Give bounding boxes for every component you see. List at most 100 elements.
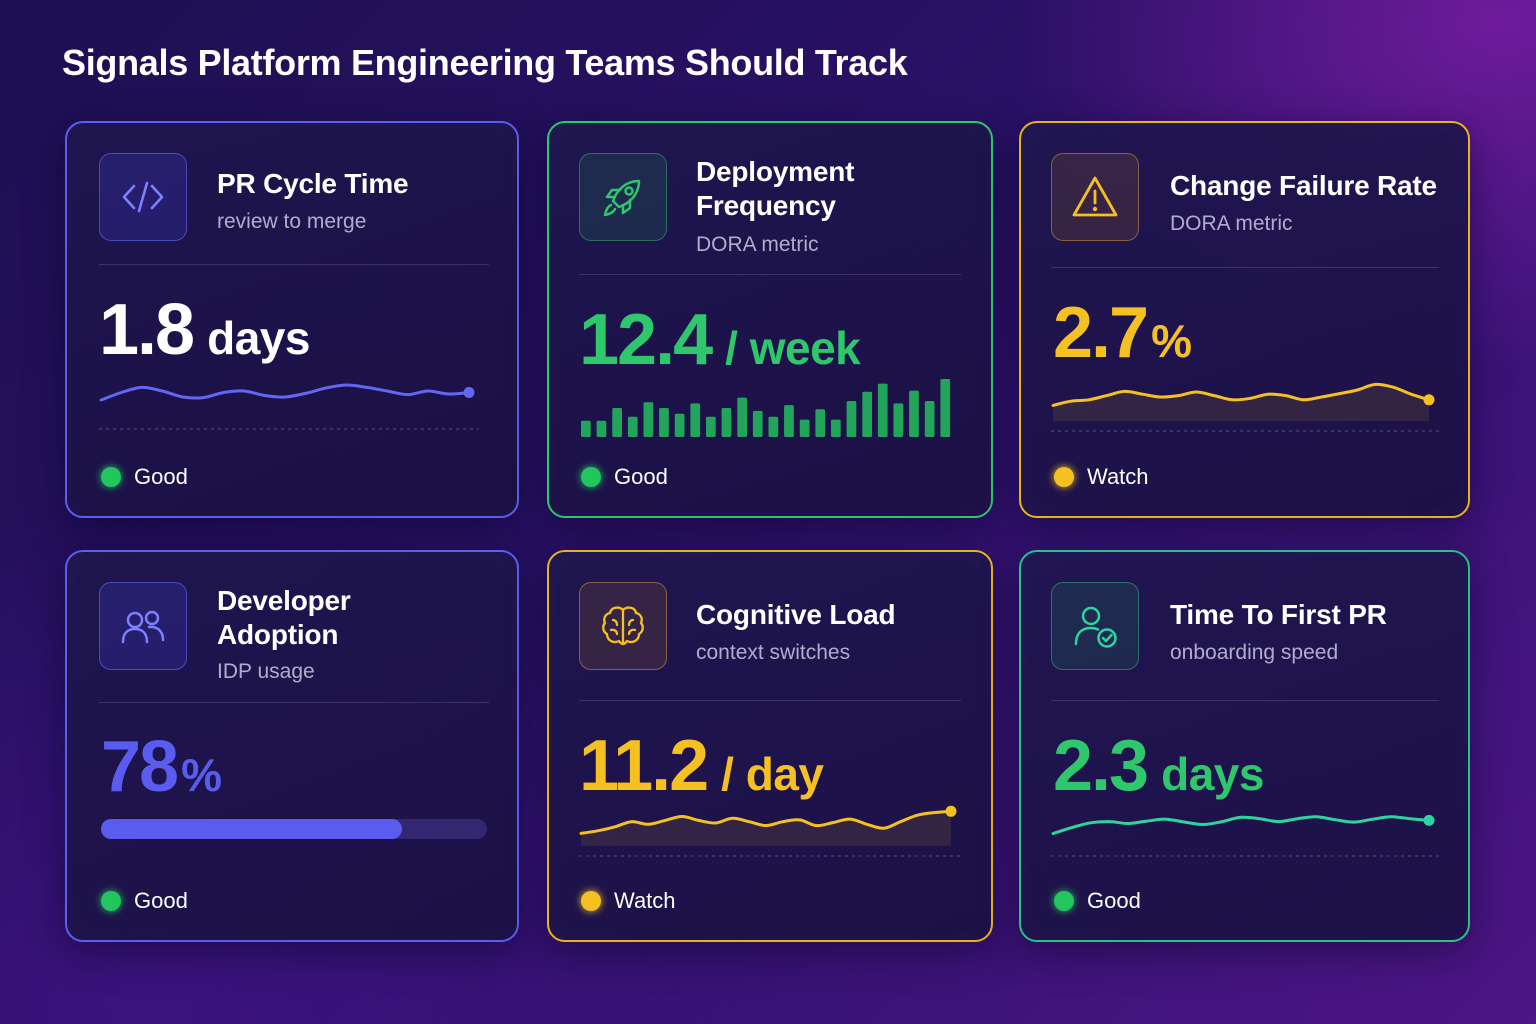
status-dot: [101, 891, 121, 911]
status-dot: [1054, 467, 1074, 487]
status-label: Good: [1087, 888, 1141, 913]
metric-value: 2.7 %: [1053, 292, 1192, 374]
metric-number: 78: [101, 727, 179, 807]
trend-chart: [99, 383, 479, 430]
card-time-to-first-pr: Time To First PR onboarding speed 2.3 da…: [1019, 550, 1470, 942]
deploy-bar: [752, 410, 763, 437]
status-indicator: Watch: [1054, 464, 1149, 490]
deploy-bar: [815, 409, 826, 437]
adoption-progress-fill: [101, 819, 403, 839]
metric-unit: / day: [721, 748, 824, 800]
metric-unit: days: [207, 312, 310, 364]
metric-number: 11.2: [579, 726, 709, 806]
trend-chart: [1051, 382, 1439, 432]
status-label: Watch: [1087, 464, 1149, 489]
card-subtitle: context switches: [696, 641, 851, 664]
trend-line: [99, 383, 471, 402]
trend-endpoint: [1423, 394, 1435, 406]
divider: [99, 264, 489, 265]
user-check-icon: [1051, 582, 1139, 670]
divider: [1051, 267, 1439, 268]
status-label: Good: [134, 464, 188, 489]
trend-line: [1051, 815, 1431, 836]
deploy-bar: [612, 408, 622, 437]
status-indicator: Good: [101, 464, 188, 490]
deploy-bar: [627, 416, 638, 437]
deploy-bar: [643, 402, 654, 437]
status-label: Good: [134, 888, 188, 913]
metric-value: 2.3 days: [1053, 725, 1264, 807]
trend-area: [1053, 384, 1429, 421]
warning-icon: [1051, 153, 1139, 241]
deploy-bar: [737, 397, 747, 437]
divider: [1051, 700, 1439, 701]
status-dot: [1054, 891, 1074, 911]
card-subtitle: review to merge: [217, 210, 367, 233]
status-indicator: Watch: [581, 888, 676, 914]
metric-unit: / week: [725, 322, 861, 374]
trend-endpoint: [945, 805, 957, 817]
card-subtitle: onboarding speed: [1170, 641, 1339, 664]
deploy-bar: [846, 401, 857, 437]
brain-icon: [579, 582, 667, 670]
card-subtitle: DORA metric: [1170, 212, 1293, 235]
divider: [579, 700, 961, 701]
metric-value: 78 %: [101, 726, 222, 808]
metric-value: 11.2 / day: [579, 725, 824, 807]
deploy-bar: [674, 413, 685, 437]
deploy-bar: [690, 403, 701, 437]
metric-unit: %: [181, 749, 222, 801]
card-title: PR Cycle Time: [217, 168, 409, 199]
card-change-failure-rate: Change Failure Rate DORA metric 2.7 % Wa…: [1019, 121, 1470, 518]
metric-number: 2.3: [1053, 726, 1149, 806]
card-pr-cycle-time: PR Cycle Time review to merge 1.8 days G…: [65, 121, 519, 518]
page-title: Signals Platform Engineering Teams Shoul…: [62, 42, 908, 83]
deploy-bar: [893, 403, 904, 437]
card-title: Deployment Frequency: [696, 156, 855, 221]
card-cognitive-load: Cognitive Load context switches 11.2 / d…: [547, 550, 993, 942]
status-dot: [581, 467, 601, 487]
metric-unit: %: [1151, 315, 1192, 367]
trend-chart: [579, 805, 961, 857]
metric-value: 12.4 / week: [579, 299, 861, 381]
status-label: Watch: [614, 888, 676, 913]
status-indicator: Good: [101, 888, 188, 914]
users-icon: [99, 582, 187, 670]
metric-number: 1.8: [99, 290, 195, 370]
deploy-bar: [940, 379, 951, 437]
status-label: Good: [614, 464, 668, 489]
deploy-bar: [659, 408, 669, 437]
deploy-bar: [862, 391, 872, 437]
metric-number: 2.7: [1053, 293, 1149, 373]
code-icon: [99, 153, 187, 241]
card-subtitle: DORA metric: [696, 233, 819, 256]
deploy-bar: [909, 390, 919, 437]
trend-endpoint: [463, 387, 475, 398]
trend-line: [1051, 382, 1431, 407]
status-dot: [581, 891, 601, 911]
trend-chart: [1051, 814, 1439, 857]
deploy-bar: [924, 401, 935, 437]
status-indicator: Good: [1054, 888, 1141, 914]
card-title: Cognitive Load: [696, 599, 896, 630]
metric-unit: days: [1161, 748, 1264, 800]
card-developer-adoption: Developer Adoption IDP usage 78 % Good: [65, 550, 519, 942]
deploy-bar: [706, 416, 716, 437]
status-indicator: Good: [581, 464, 668, 490]
trend-area: [581, 811, 951, 846]
deploy-bar: [877, 383, 888, 437]
deploy-bar: [831, 419, 841, 437]
deploy-bar: [784, 405, 794, 437]
card-deployment-frequency: Deployment Frequency DORA metric 12.4 / …: [547, 121, 993, 518]
divider: [579, 274, 961, 275]
status-dot: [101, 467, 121, 487]
deploy-bar: [721, 408, 732, 437]
bar-chart: [581, 379, 951, 437]
deploy-bar: [799, 419, 810, 437]
trend-endpoint: [1423, 814, 1435, 826]
trend-line: [579, 809, 953, 835]
deploy-bar: [581, 420, 591, 437]
deploy-bar: [596, 420, 607, 437]
divider: [99, 702, 489, 703]
card-subtitle: IDP usage: [217, 660, 315, 683]
